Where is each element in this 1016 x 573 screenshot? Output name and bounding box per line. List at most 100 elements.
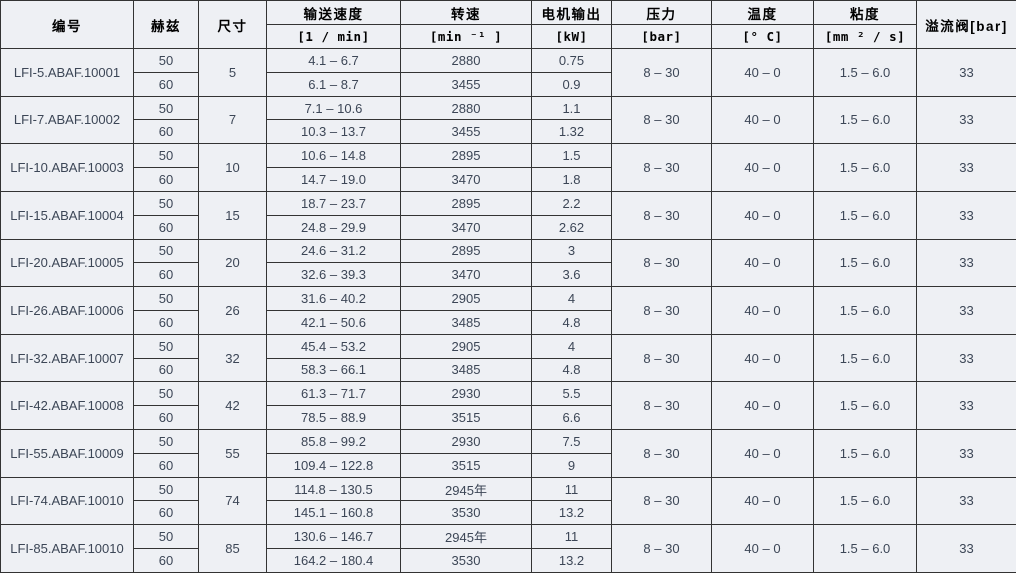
header-temperature-unit: [° C] [711, 24, 814, 49]
cell-speed-50: 130.6 – 146.7 [266, 524, 401, 550]
cell-relief-valve: 33 [916, 95, 1016, 145]
cell-rpm-50: 2905 [400, 333, 532, 359]
cell-speed-50: 85.8 – 99.2 [266, 429, 401, 454]
cell-speed-60: 6.1 – 8.7 [266, 71, 401, 97]
cell-pressure: 8 – 30 [611, 48, 712, 97]
cell-speed-60: 32.6 – 39.3 [266, 262, 401, 288]
cell-power-50: 11 [531, 476, 612, 502]
cell-relief-valve: 33 [916, 48, 1016, 97]
header-pressure-unit: [bar] [611, 24, 712, 49]
cell-hertz-60: 60 [133, 167, 199, 192]
cell-hertz-60: 60 [133, 71, 199, 97]
cell-pressure: 8 – 30 [611, 190, 712, 240]
cell-hertz-60: 60 [133, 309, 199, 335]
cell-viscosity: 1.5 – 6.0 [813, 286, 917, 335]
cell-temperature: 40 – 0 [711, 286, 814, 335]
cell-temperature: 40 – 0 [711, 333, 814, 383]
cell-rpm-50: 2945年 [400, 524, 532, 550]
header-speed: 输送速度 [266, 0, 401, 25]
cell-power-50: 5.5 [531, 381, 612, 407]
cell-viscosity: 1.5 – 6.0 [813, 190, 917, 240]
cell-pressure: 8 – 30 [611, 524, 712, 573]
cell-relief-valve: 33 [916, 381, 1016, 430]
cell-power-60: 9 [531, 452, 612, 478]
cell-power-60: 6.6 [531, 405, 612, 430]
cell-size: 42 [198, 381, 267, 430]
cell-relief-valve: 33 [916, 190, 1016, 240]
table-body: LFI-5.ABAF.10001 50 5 4.1 – 6.7 2880 0.7… [0, 48, 1016, 573]
table-row-60hz: 60 42.1 – 50.6 3485 4.8 [1, 309, 1016, 335]
cell-power-50: 4 [531, 333, 612, 359]
cell-temperature: 40 – 0 [711, 238, 814, 288]
cell-speed-60: 109.4 – 122.8 [266, 452, 401, 478]
cell-power-50: 4 [531, 286, 612, 311]
cell-size: 10 [198, 143, 267, 192]
cell-model-id: LFI-85.ABAF.10010 [0, 524, 134, 573]
cell-rpm-60: 3485 [400, 357, 532, 383]
cell-pressure: 8 – 30 [611, 143, 712, 192]
cell-temperature: 40 – 0 [711, 143, 814, 192]
table-row-60hz: 60 145.1 – 160.8 3530 13.2 [1, 500, 1016, 526]
table-row-50hz: LFI-32.ABAF.10007 50 32 45.4 – 53.2 2905… [0, 333, 1016, 383]
cell-viscosity: 1.5 – 6.0 [813, 333, 917, 383]
cell-size: 15 [198, 190, 267, 240]
cell-power-50: 1.5 [531, 143, 612, 169]
header-hertz: 赫兹 [133, 0, 199, 49]
cell-speed-60: 58.3 – 66.1 [266, 357, 401, 383]
cell-speed-50: 24.6 – 31.2 [266, 238, 401, 264]
cell-pressure: 8 – 30 [611, 429, 712, 478]
cell-size: 7 [198, 95, 267, 145]
table-row-60hz: 60 14.7 – 19.0 3470 1.8 [1, 167, 1016, 192]
cell-speed-60: 14.7 – 19.0 [266, 167, 401, 192]
cell-model-id: LFI-74.ABAF.10010 [0, 476, 134, 526]
cell-power-60: 13.2 [531, 500, 612, 526]
cell-hertz-50: 50 [133, 381, 199, 407]
cell-relief-valve: 33 [916, 524, 1016, 573]
header-row-labels: 编号 赫兹 尺寸 输送速度 转速 电机输出 压力 温度 粘度 溢流阀[bar] [0, 0, 1016, 49]
cell-rpm-60: 3455 [400, 119, 532, 145]
cell-hertz-60: 60 [133, 500, 199, 526]
cell-model-id: LFI-5.ABAF.10001 [0, 48, 134, 97]
cell-rpm-60: 3515 [400, 452, 532, 478]
cell-hertz-50: 50 [133, 476, 199, 502]
table-row-60hz: 60 58.3 – 66.1 3485 4.8 [1, 357, 1016, 383]
cell-hertz-60: 60 [133, 405, 199, 430]
cell-relief-valve: 33 [916, 143, 1016, 192]
cell-relief-valve: 33 [916, 429, 1016, 478]
table-row-50hz: LFI-7.ABAF.10002 50 7 7.1 – 10.6 2880 1.… [0, 95, 1016, 145]
cell-temperature: 40 – 0 [711, 476, 814, 526]
cell-relief-valve: 33 [916, 286, 1016, 335]
cell-hertz-50: 50 [133, 524, 199, 550]
cell-model-id: LFI-15.ABAF.10004 [0, 190, 134, 240]
cell-rpm-50: 2895 [400, 143, 532, 169]
cell-size: 26 [198, 286, 267, 335]
header-rpm: 转速 [400, 0, 532, 25]
header-relief-valve: 溢流阀[bar] [916, 0, 1016, 49]
cell-hertz-60: 60 [133, 119, 199, 145]
cell-pressure: 8 – 30 [611, 238, 712, 288]
cell-temperature: 40 – 0 [711, 190, 814, 240]
cell-temperature: 40 – 0 [711, 429, 814, 478]
cell-power-60: 1.8 [531, 167, 612, 192]
cell-speed-50: 61.3 – 71.7 [266, 381, 401, 407]
cell-hertz-50: 50 [133, 286, 199, 311]
table-row-50hz: LFI-74.ABAF.10010 50 74 114.8 – 130.5 29… [0, 476, 1016, 526]
header-size: 尺寸 [198, 0, 267, 49]
cell-hertz-60: 60 [133, 357, 199, 383]
cell-model-id: LFI-26.ABAF.10006 [0, 286, 134, 335]
table-row-50hz: LFI-42.ABAF.10008 50 42 61.3 – 71.7 2930… [0, 381, 1016, 430]
cell-model-id: LFI-42.ABAF.10008 [0, 381, 134, 430]
cell-rpm-50: 2905 [400, 286, 532, 311]
table-row-50hz: LFI-10.ABAF.10003 50 10 10.6 – 14.8 2895… [0, 143, 1016, 192]
cell-size: 5 [198, 48, 267, 97]
cell-rpm-60: 3470 [400, 167, 532, 192]
header-viscosity-unit: [mm ² / s] [813, 24, 917, 49]
cell-hertz-60: 60 [133, 452, 199, 478]
cell-hertz-50: 50 [133, 143, 199, 169]
cell-rpm-60: 3470 [400, 214, 532, 240]
cell-size: 85 [198, 524, 267, 573]
cell-speed-50: 45.4 – 53.2 [266, 333, 401, 359]
cell-viscosity: 1.5 – 6.0 [813, 429, 917, 478]
header-row-units: [1 / min] [min ⁻¹ ] [kW] [bar] [° C] [mm… [1, 24, 1016, 49]
